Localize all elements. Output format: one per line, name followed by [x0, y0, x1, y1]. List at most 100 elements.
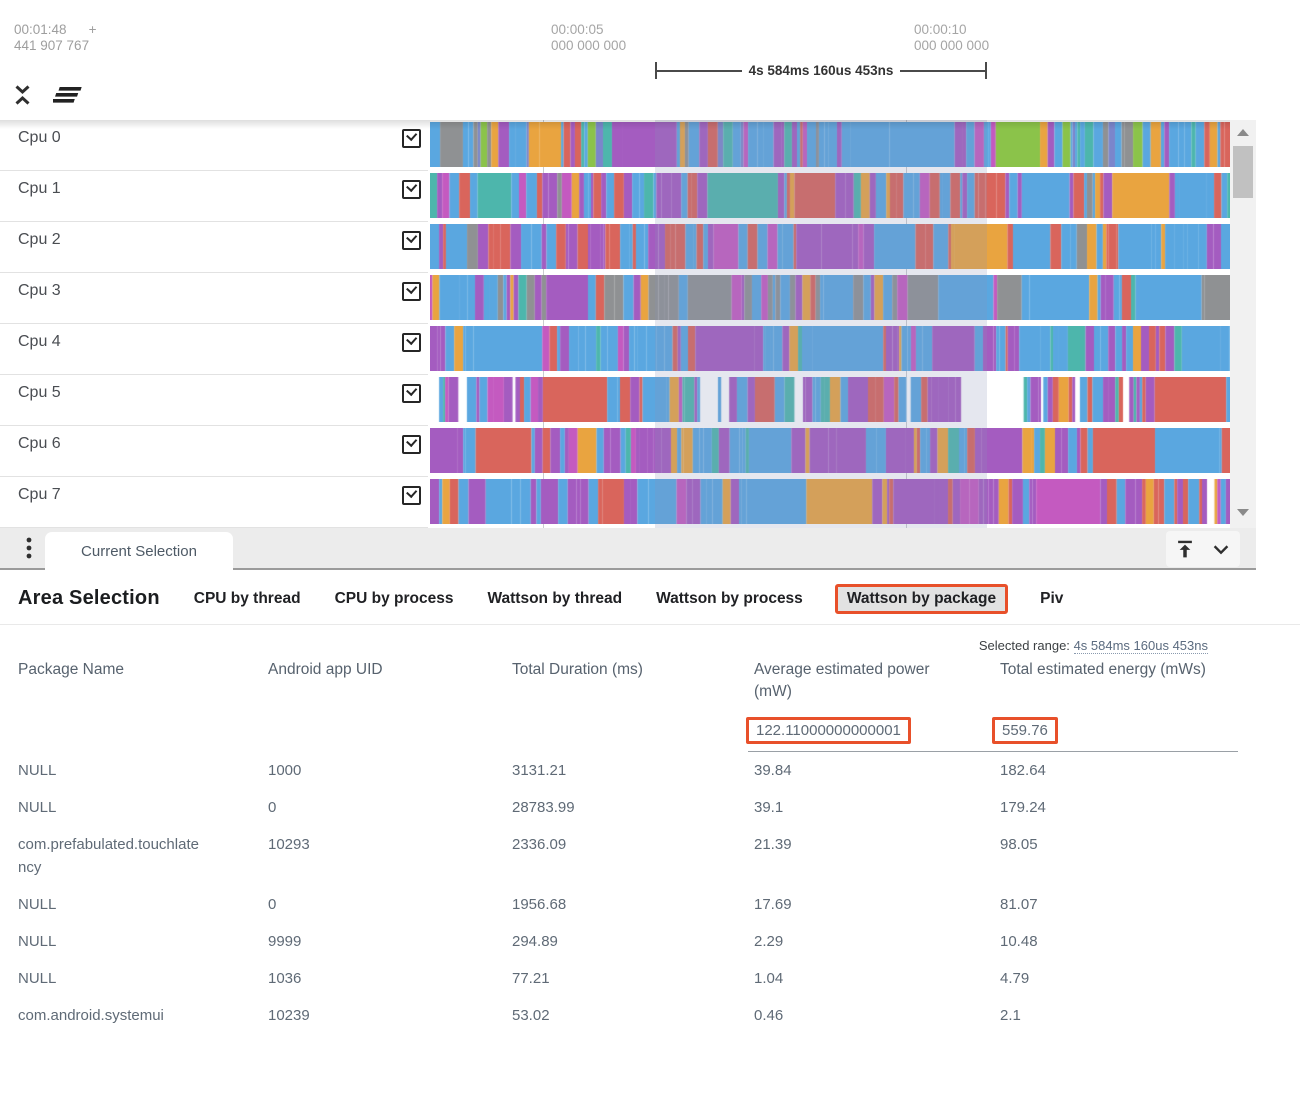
table-cell: 3131.21	[512, 762, 567, 779]
table-cell: 2336.09	[512, 836, 567, 853]
track-label-pane[interactable]: Cpu 4	[0, 324, 428, 375]
table-cell: NULL	[18, 933, 57, 950]
table-cell: 10239	[268, 1007, 310, 1024]
track-label-pane[interactable]: Cpu 6	[0, 426, 428, 477]
cpu-track-row: Cpu 0	[0, 120, 1256, 171]
cpu-slices-track[interactable]	[430, 275, 1230, 320]
cpu-slices-track[interactable]	[430, 173, 1230, 218]
table-cell: 4.79	[1000, 970, 1030, 987]
table-cell: 1036	[268, 970, 302, 987]
table-cell: NULL	[18, 970, 57, 987]
track-checkbox[interactable]	[402, 231, 421, 250]
track-filter-icon[interactable]	[51, 86, 83, 109]
panel-title: Area Selection	[18, 587, 160, 609]
cpu-track-row: Cpu 3	[0, 273, 1256, 324]
track-label-pane[interactable]: Cpu 2	[0, 222, 428, 273]
table-cell: 179.24	[1000, 799, 1046, 816]
more-options-icon[interactable]	[22, 535, 36, 563]
track-name: Cpu 0	[18, 129, 61, 146]
track-checkbox[interactable]	[402, 435, 421, 454]
cpu-track-row: Cpu 2	[0, 222, 1256, 273]
track-name: Cpu 5	[18, 384, 61, 401]
table-row: NULL 1036 77.21 1.04 4.79	[18, 960, 1300, 997]
plus-sign: +	[88, 22, 97, 37]
summary-divider	[748, 751, 1238, 752]
trace-start-timestamp: 00:01:48 + 441 907 767	[14, 22, 96, 54]
track-label-pane[interactable]: Cpu 7	[0, 477, 428, 528]
scroll-up-arrow-icon[interactable]	[1230, 122, 1256, 142]
scrollbar-thumb[interactable]	[1233, 146, 1253, 198]
track-name: Cpu 6	[18, 435, 61, 452]
cpu-slices-track[interactable]	[430, 377, 1230, 422]
total-energy-summary-highlight: 559.76	[992, 717, 1058, 744]
cpu-slices-track[interactable]	[430, 479, 1230, 524]
track-checkbox[interactable]	[402, 384, 421, 403]
track-rows: Cpu 0 Cpu 1 Cpu 2 Cpu 3 Cpu 4 Cpu 5 Cpu 6 Cpu 7	[0, 120, 1256, 528]
cpu-slices-track[interactable]	[430, 122, 1230, 167]
table-cell: 39.1	[754, 799, 784, 816]
table-cell: com.android.systemui	[18, 1007, 164, 1024]
table-cell: 28783.99	[512, 799, 575, 816]
detail-tab-cpu-by-thread[interactable]: CPU by thread	[193, 589, 301, 607]
table-cell: 1000	[268, 762, 302, 779]
tick-gridline	[906, 120, 907, 528]
detail-tab-cpu-by-process[interactable]: CPU by process	[334, 589, 454, 607]
selected-range-line: Selected range: 4s 584ms 160us 453ns	[0, 625, 1300, 654]
table-cell: 17.69	[754, 896, 792, 913]
wattson-package-table: Package Name Android app UID Total Duratio…	[0, 659, 1300, 1034]
start-subseconds: 441 907 767	[14, 38, 90, 53]
table-cell: 81.07	[1000, 896, 1038, 913]
table-cell: NULL	[18, 799, 57, 816]
table-cell: 2.29	[754, 933, 784, 950]
table-cell: NULL	[18, 762, 57, 779]
tab-current-selection-label: Current Selection	[81, 542, 197, 560]
collapse-panel-icon[interactable]	[1210, 538, 1232, 560]
track-checkbox[interactable]	[402, 282, 421, 301]
table-cell: 9999	[268, 933, 302, 950]
table-row: com.android.systemui 10239 53.02 0.46 2.1	[18, 997, 1300, 1034]
time-ruler[interactable]: 00:01:48 + 441 907 767	[0, 0, 1256, 120]
table-cell: NULL	[18, 896, 57, 913]
area-selection-header: Area Selection CPU by thread CPU by proce…	[0, 570, 1300, 625]
track-checkbox[interactable]	[402, 180, 421, 199]
track-label-pane[interactable]: Cpu 0	[0, 120, 428, 171]
track-name: Cpu 4	[18, 333, 61, 350]
track-checkbox[interactable]	[402, 129, 421, 148]
detail-tab-piv[interactable]: Piv	[1040, 589, 1064, 607]
table-cell: 10293	[268, 836, 310, 853]
cpu-slices-track[interactable]	[430, 326, 1230, 371]
detail-tab-wattson-by-process[interactable]: Wattson by process	[656, 589, 803, 607]
table-cell: 0.46	[754, 1007, 784, 1024]
selected-range-label: Selected range:	[978, 638, 1070, 653]
table-cell: 1956.68	[512, 896, 567, 913]
table-row: NULL 1000 3131.21 39.84 182.64	[18, 752, 1300, 789]
selected-range-value-link[interactable]: 4s 584ms 160us 453ns	[1073, 638, 1208, 654]
track-scrollbar[interactable]	[1230, 118, 1256, 528]
table-cell: 21.39	[754, 836, 792, 853]
track-name: Cpu 7	[18, 486, 61, 503]
table-row: NULL 0 28783.99 39.1 179.24	[18, 789, 1300, 826]
track-name: Cpu 2	[18, 231, 61, 248]
track-checkbox[interactable]	[402, 333, 421, 352]
table-cell: 1.04	[754, 970, 784, 987]
timeline-area: 00:01:48 + 441 907 767	[0, 0, 1300, 528]
track-label-pane[interactable]: Cpu 1	[0, 171, 428, 222]
expand-panel-to-top-icon[interactable]	[1174, 537, 1196, 561]
selection-duration-label: 4s 584ms 160us 453ns	[748, 63, 894, 78]
scroll-down-arrow-icon[interactable]	[1230, 502, 1256, 522]
track-label-pane[interactable]: Cpu 5	[0, 375, 428, 426]
tab-current-selection[interactable]: Current Selection	[45, 532, 233, 570]
detail-tab-wattson-by-package[interactable]: Wattson by package	[834, 583, 1009, 614]
table-cell: com.prefabulated.touchlatency	[18, 836, 199, 876]
track-label-pane[interactable]: Cpu 3	[0, 273, 428, 324]
table-cell: 98.05	[1000, 836, 1038, 853]
table-row: com.prefabulated.touchlatency 10293 2336.0…	[18, 826, 1300, 886]
collapse-tracks-icon[interactable]	[14, 84, 31, 111]
cpu-slices-track[interactable]	[430, 224, 1230, 269]
table-row: NULL 0 1956.68 17.69 81.07	[18, 886, 1300, 923]
table-row: NULL 9999 294.89 2.29 10.48	[18, 923, 1300, 960]
cpu-slices-track[interactable]	[430, 428, 1230, 473]
track-checkbox[interactable]	[402, 486, 421, 505]
detail-tab-wattson-by-thread[interactable]: Wattson by thread	[487, 589, 623, 607]
